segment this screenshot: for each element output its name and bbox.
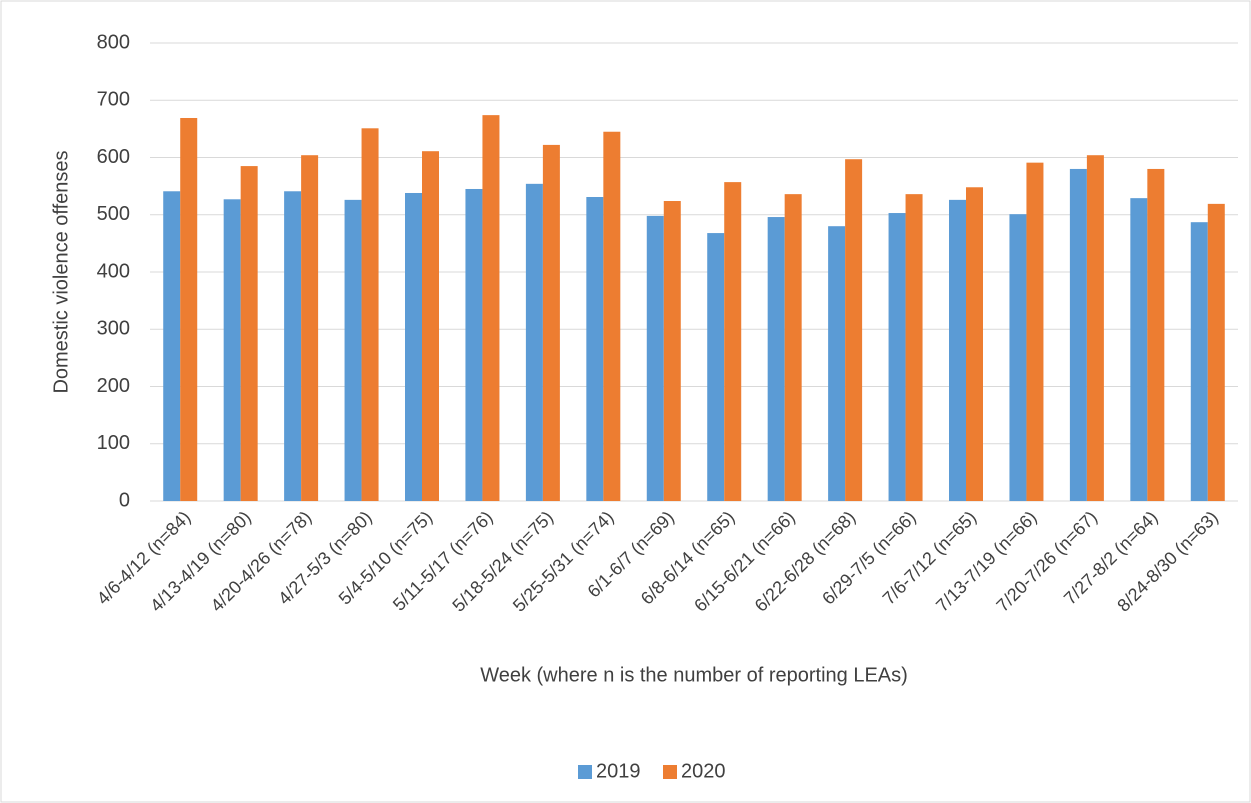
bar [707,233,725,501]
bar [905,194,923,501]
bar [1009,214,1027,502]
bar [1207,203,1225,501]
bar [422,151,439,501]
bar [1190,222,1208,501]
bar [663,201,681,501]
bar [1069,168,1087,501]
y-tick-label: 200 [97,375,130,397]
legend-swatch [663,765,677,779]
bar [724,182,742,501]
bar [405,192,422,501]
legend-label: 2019 [596,760,641,782]
bar [1026,162,1044,501]
y-tick-label: 700 [97,89,130,111]
bar [301,155,319,501]
bar [784,194,802,501]
bar [180,117,198,501]
bar [966,187,983,501]
bar [828,226,846,501]
bar [240,166,258,501]
bar [1086,155,1104,501]
y-tick-label: 100 [97,432,130,454]
y-axis-label: Domestic violence offenses [50,150,72,393]
bar [344,199,362,502]
y-tick-label: 500 [97,203,130,225]
bar [223,199,241,502]
bar [361,128,379,502]
bar [949,199,966,502]
y-tick-label: 400 [97,260,130,282]
bar [646,215,664,501]
bar [888,213,906,501]
bar [586,197,604,501]
bar [542,144,560,501]
bar [525,183,543,501]
bar [767,217,785,502]
bar [482,115,500,501]
x-axis-label: Week (where n is the number of reporting… [480,664,908,686]
y-tick-label: 300 [97,318,130,340]
y-tick-label: 0 [119,489,130,511]
y-tick-label: 600 [97,146,130,168]
bar [163,191,181,501]
bar [284,191,302,501]
legend-label: 2020 [681,760,726,782]
bar [845,159,863,501]
bar [1147,168,1165,501]
bar [465,188,483,502]
y-tick-label: 800 [97,31,130,53]
legend-swatch [578,765,592,779]
bar [1130,198,1148,501]
bar [603,131,621,502]
